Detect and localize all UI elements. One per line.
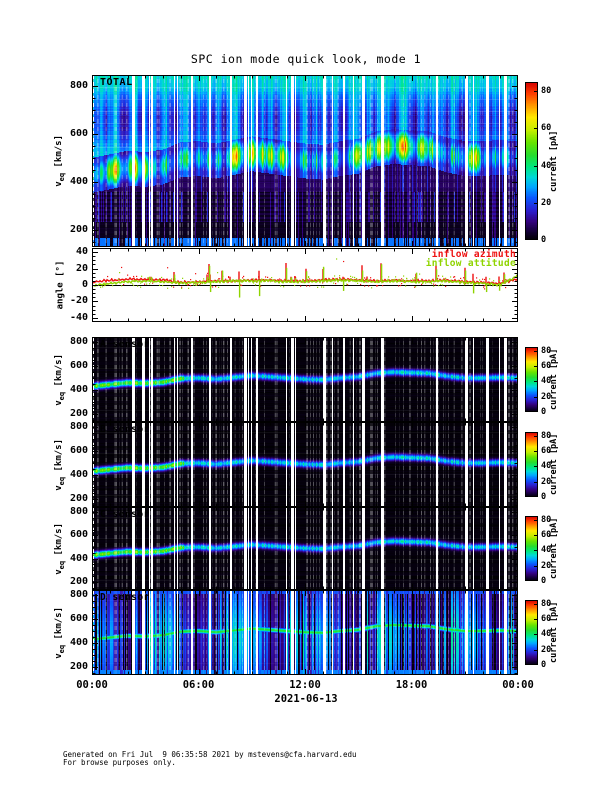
y-tick-label-a: 200 bbox=[69, 408, 88, 419]
colorbar-tick-label-d: 60 bbox=[541, 614, 552, 624]
y-tick-label-total: 600 bbox=[69, 128, 88, 139]
panel-label-sensor-d: D sensor bbox=[100, 592, 150, 603]
panel-label-sensor-a: A sensor bbox=[100, 339, 150, 350]
colorbar-tick-label-b: 40 bbox=[541, 461, 552, 471]
x-tick-label: 06:00 bbox=[182, 679, 215, 691]
colorbar-tick-label-c: 80 bbox=[541, 515, 552, 525]
y-axis-label-total: veq [km/s] bbox=[54, 135, 66, 187]
colorbar-tick-label-total: 20 bbox=[541, 198, 552, 208]
y-tick-label-a: 600 bbox=[69, 360, 88, 371]
y-tick-label-total: 200 bbox=[69, 224, 88, 235]
total-spectrogram bbox=[92, 75, 518, 247]
y-tick-label-d: 600 bbox=[69, 613, 88, 624]
colorbar-tick-label-b: 20 bbox=[541, 477, 552, 487]
sensor-d-spectrogram bbox=[92, 590, 518, 675]
panel-label-sensor-c: C sensor bbox=[100, 509, 150, 520]
y-tick-label-c: 800 bbox=[69, 506, 88, 517]
y-tick-label-angle: 40 bbox=[75, 246, 88, 257]
colorbar-tick-label-c: 20 bbox=[541, 561, 552, 571]
colorbar-tick-label-c: 0 bbox=[541, 576, 547, 586]
footer-generated-line: Generated on Fri Jul 9 06:35:58 2021 by … bbox=[63, 750, 357, 759]
colorbar-tick-label-total: 0 bbox=[541, 235, 547, 245]
colorbar-tick-label-c: 60 bbox=[541, 530, 552, 540]
colorbar-tick-label-a: 60 bbox=[541, 361, 552, 371]
y-tick-label-b: 400 bbox=[69, 469, 88, 480]
y-tick-label-angle: 20 bbox=[75, 263, 88, 274]
colorbar-tick-label-d: 80 bbox=[541, 599, 552, 609]
colorbar-tick-label-a: 80 bbox=[541, 346, 552, 356]
colorbar-tick-label-d: 0 bbox=[541, 660, 547, 670]
y-tick-label-a: 800 bbox=[69, 336, 88, 347]
y-tick-label-b: 600 bbox=[69, 445, 88, 456]
x-tick-label: 18:00 bbox=[395, 679, 428, 691]
colorbar-tick-label-d: 20 bbox=[541, 645, 552, 655]
x-tick-label: 00:00 bbox=[502, 679, 534, 691]
sensor-c-spectrogram bbox=[92, 507, 518, 590]
legend-inflow-azimuth: inflow azimuth bbox=[431, 249, 516, 260]
angle-plot bbox=[92, 248, 518, 322]
y-tick-label-angle: -40 bbox=[69, 312, 88, 323]
colorbar-total bbox=[525, 82, 538, 240]
colorbar-tick-label-a: 20 bbox=[541, 392, 552, 402]
y-tick-label-b: 200 bbox=[69, 493, 88, 504]
y-tick-label-angle: 0 bbox=[81, 279, 88, 290]
y-tick-label-c: 200 bbox=[69, 576, 88, 587]
colorbar-tick-label-d: 40 bbox=[541, 629, 552, 639]
y-tick-label-c: 600 bbox=[69, 529, 88, 540]
colorbar-tick-label-b: 60 bbox=[541, 446, 552, 456]
y-tick-label-total: 800 bbox=[69, 80, 88, 91]
y-tick-label-d: 800 bbox=[69, 589, 88, 600]
colorbar-tick-label-total: 40 bbox=[541, 161, 552, 171]
colorbar-tick-label-c: 40 bbox=[541, 545, 552, 555]
colorbar-tick-label-a: 0 bbox=[541, 407, 547, 417]
x-tick-label: 12:00 bbox=[289, 679, 321, 691]
colorbar-tick-label-total: 80 bbox=[541, 86, 552, 96]
page-title: SPC ion mode quick look, mode 1 bbox=[190, 52, 422, 66]
y-tick-label-total: 400 bbox=[69, 176, 88, 187]
panel-label-total: TOTAL bbox=[100, 77, 133, 88]
legend-inflow-attitude: inflow attitude bbox=[425, 258, 516, 269]
y-tick-label-angle: -20 bbox=[69, 295, 88, 306]
colorbar-tick-label-b: 0 bbox=[541, 492, 547, 502]
colorbar-sensor-a bbox=[525, 347, 538, 412]
sensor-b-spectrogram bbox=[92, 422, 518, 507]
y-tick-label-a: 400 bbox=[69, 384, 88, 395]
y-tick-label-d: 400 bbox=[69, 637, 88, 648]
footer-browse-line: For browse purposes only. bbox=[63, 758, 176, 767]
sensor-a-spectrogram bbox=[92, 337, 518, 422]
colorbar-tick-label-b: 80 bbox=[541, 431, 552, 441]
y-tick-label-d: 200 bbox=[69, 661, 88, 672]
y-tick-label-c: 400 bbox=[69, 553, 88, 564]
y-tick-label-b: 800 bbox=[69, 421, 88, 432]
colorbar-sensor-c bbox=[525, 516, 538, 581]
colorbar-tick-label-a: 40 bbox=[541, 376, 552, 386]
panel-label-sensor-b: B sensor bbox=[100, 424, 150, 435]
colorbar-tick-label-total: 60 bbox=[541, 123, 552, 133]
x-tick-label: 00:00 bbox=[76, 679, 108, 691]
colorbar-sensor-b bbox=[525, 432, 538, 497]
colorbar-sensor-d bbox=[525, 600, 538, 665]
date-label: 2021-06-13 bbox=[274, 693, 338, 705]
